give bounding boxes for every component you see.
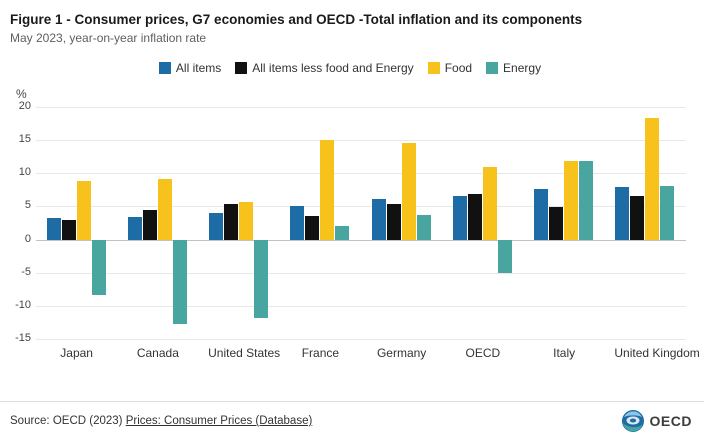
bar-japan-all-items (46, 218, 61, 240)
x-axis-label-germany: Germany (376, 346, 427, 360)
figure-footer: Source: OECD (2023) Prices: Consumer Pri… (0, 401, 704, 442)
bar-united-states-all-items-less-food-and-energy (224, 204, 239, 240)
bar-japan-energy (91, 239, 106, 296)
bar-germany-energy (416, 215, 431, 240)
source-link[interactable]: Prices: Consumer Prices (Database) (125, 415, 313, 427)
bar-united-states-food (239, 201, 254, 240)
x-axis-label-united-kingdom: United Kingdom (614, 346, 700, 360)
bar-germany-all-items (371, 199, 386, 240)
legend-label: Food (444, 61, 473, 75)
chart-legend: All items All items less food and Energy F… (10, 61, 690, 75)
gridline (36, 107, 686, 108)
bar-canada-all-items-less-food-and-energy (142, 210, 157, 240)
legend-swatch-icon (235, 62, 248, 74)
bar-united-states-all-items (209, 213, 224, 240)
bar-germany-food (401, 143, 416, 240)
oecd-logo-text: OECD (649, 413, 692, 429)
bar-group-italy (533, 107, 595, 339)
bar-group-united-states (208, 107, 270, 339)
zero-gridline (36, 239, 686, 241)
bar-japan-food (76, 180, 91, 240)
y-tick-label: 0 (24, 232, 31, 245)
legend-label: All items less food and Energy (252, 61, 414, 75)
bar-united-kingdom-all-items (615, 187, 630, 240)
x-axis-label-japan: Japan (60, 346, 93, 360)
gridline (36, 339, 686, 340)
bar-italy-all-items-less-food-and-energy (549, 207, 564, 240)
bar-italy-energy (579, 161, 594, 240)
bar-france-all-items (290, 205, 305, 240)
oecd-logo: OECD (621, 409, 692, 433)
bar-united-kingdom-food (645, 117, 660, 240)
bar-japan-all-items-less-food-and-energy (61, 220, 76, 240)
bar-group-united-kingdom (614, 107, 676, 339)
oecd-logo-icon (621, 410, 644, 432)
bar-canada-food (157, 179, 172, 240)
y-tick-label: 5 (24, 199, 31, 212)
legend-item-food: Food (427, 61, 473, 75)
source-note: Source: OECD (2023) Prices: Consumer Pri… (10, 415, 312, 427)
legend-item-all-items-less-food-and-energy: All items less food and Energy (235, 61, 414, 75)
gridline (36, 272, 686, 274)
figure-page: Figure 1 - Consumer prices, G7 economies… (10, 12, 700, 360)
bar-canada-energy (172, 239, 187, 324)
figure-subtitle: May 2023, year-on-year inflation rate (10, 31, 207, 45)
bar-group-oecd (452, 107, 514, 339)
bar-oecd-all-items (452, 196, 467, 240)
bar-france-food (320, 140, 335, 240)
bar-italy-food (564, 161, 579, 240)
legend-label: Energy (503, 61, 542, 75)
legend-swatch-icon (427, 62, 440, 74)
bar-oecd-food (482, 166, 497, 240)
x-axis-label-canada: Canada (136, 346, 179, 360)
legend-item-all-items: All items (158, 61, 222, 75)
legend-item-energy: Energy (486, 61, 541, 75)
bar-italy-all-items (534, 189, 549, 240)
bar-group-germany (371, 107, 433, 339)
bar-france-energy (335, 226, 350, 240)
bar-group-japan (46, 107, 108, 339)
gridline (36, 140, 686, 142)
plot-area (36, 107, 686, 340)
bar-canada-all-items (127, 217, 142, 240)
bar-oecd-all-items-less-food-and-energy (467, 193, 482, 240)
figure-title: Figure 1 - Consumer prices, G7 economies… (10, 12, 583, 27)
legend-swatch-icon (486, 62, 499, 74)
bar-group-france (289, 107, 351, 339)
x-axis-label-united-states: United States (208, 346, 281, 360)
bar-chart: % -15 -10 -5 0 5 10 15 20 Japan Canada United Sta… (10, 87, 700, 360)
x-axis-label-oecd: OECD (465, 346, 501, 360)
bar-oecd-energy (497, 239, 512, 274)
y-tick-label: -10 (15, 298, 31, 311)
bar-groups (36, 107, 686, 339)
bar-germany-all-items-less-food-and-energy (386, 204, 401, 240)
gridline (36, 173, 686, 175)
x-axis-label-france: France (301, 346, 340, 360)
legend-label: All items (175, 61, 222, 75)
bar-united-kingdom-all-items-less-food-and-energy (630, 196, 645, 240)
legend-swatch-icon (158, 62, 171, 74)
y-tick-label: -5 (21, 265, 31, 278)
source-prefix: Source: OECD (2023) (10, 415, 126, 427)
bar-france-all-items-less-food-and-energy (305, 215, 320, 240)
x-axis-label-italy: Italy (553, 346, 576, 360)
y-tick-label: 20 (18, 100, 31, 112)
bar-united-states-energy (254, 239, 269, 318)
bar-united-kingdom-energy (660, 185, 675, 240)
y-tick-label: -15 (15, 332, 31, 344)
y-axis-unit-label: % (16, 87, 27, 101)
x-axis-labels: Japan Canada United States France Germany OEC… (36, 346, 700, 360)
bar-group-canada (127, 107, 189, 339)
gridline (36, 206, 686, 208)
y-axis-ticks: -15 -10 -5 0 5 10 15 20 (10, 100, 36, 344)
y-tick-label: 15 (18, 133, 31, 146)
y-tick-label: 10 (18, 166, 31, 179)
gridline (36, 305, 686, 307)
